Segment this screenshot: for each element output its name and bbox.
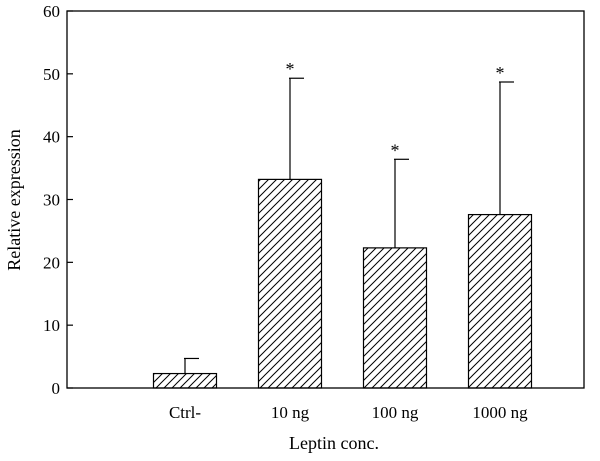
x-tick-label: 10 ng (271, 403, 310, 422)
bar (152, 372, 218, 389)
y-tick-label: 60 (43, 2, 60, 21)
significance-marker: * (496, 63, 505, 83)
y-tick-label: 30 (43, 191, 60, 210)
significance-marker: * (391, 140, 400, 160)
bar (257, 178, 323, 389)
y-tick-label: 40 (43, 128, 60, 147)
x-axis-label: Leptin conc. (289, 433, 379, 453)
y-tick-label: 20 (43, 253, 60, 272)
bar (467, 213, 533, 389)
x-tick-label: 100 ng (372, 403, 419, 422)
y-tick-label: 0 (52, 379, 61, 398)
y-tick-label: 10 (43, 316, 60, 335)
bar (362, 247, 428, 389)
plot-area: 0 10 20 30 40 50 60 Ctrl- * 10 ng * 100 ng * 1000 ng (43, 2, 585, 422)
y-tick-label: 50 (43, 65, 60, 84)
significance-marker: * (286, 59, 295, 79)
y-axis-label: Relative expression (4, 129, 24, 270)
x-tick-label: 1000 ng (472, 403, 528, 422)
x-tick-label: Ctrl- (169, 403, 201, 422)
